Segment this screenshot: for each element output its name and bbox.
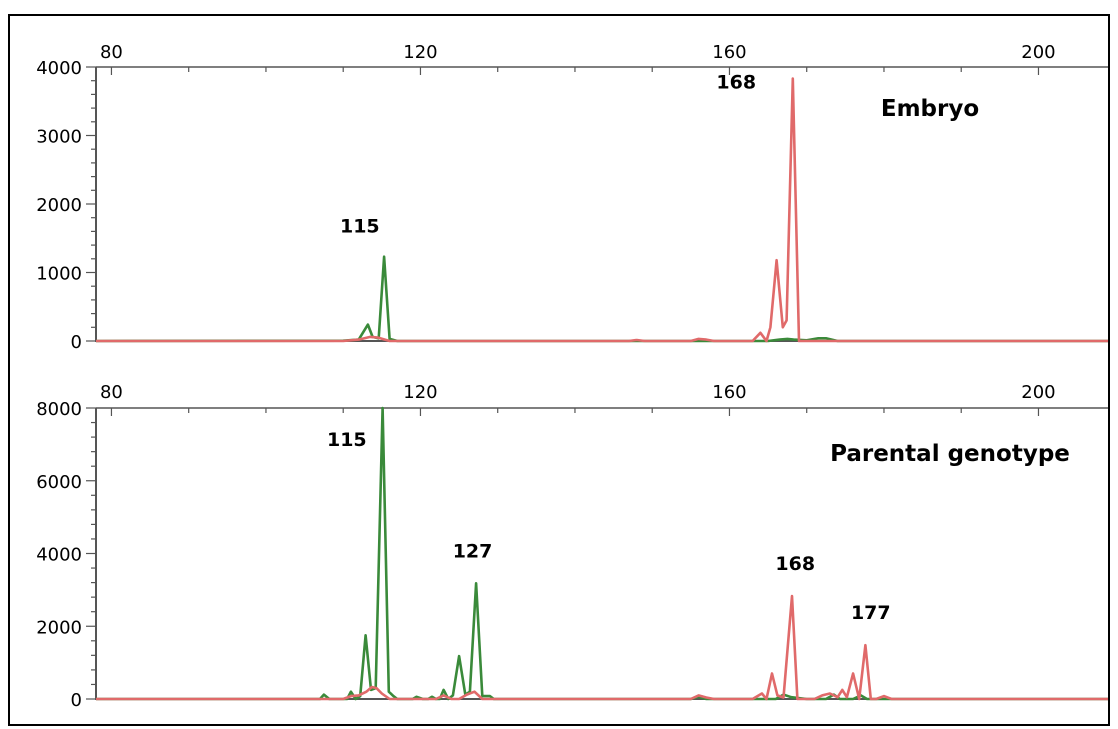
y-tick-label: 2000 (36, 195, 82, 216)
peak-label: 177 (851, 602, 891, 624)
peak-label: 115 (340, 216, 380, 238)
y-tick-label: 4000 (36, 545, 82, 566)
y-tick-label: 2000 (36, 617, 82, 638)
y-tick-label: 1000 (36, 264, 82, 285)
panel-title: Embryo (881, 96, 979, 122)
peak-label: 115 (327, 429, 367, 451)
y-tick-label: 4000 (36, 58, 82, 79)
panel-parental-genotype: Parental genotype 80 120 160 20002000400060… (36, 382, 1108, 711)
x-tick-label: 200 (1021, 382, 1055, 403)
panel-title: Parental genotype (830, 441, 1070, 467)
x-tick-label: 120 (403, 382, 437, 403)
panel-embryo: Embryo 80 120 160 2000100020003000400011516… (36, 42, 1108, 353)
peak-label: 127 (453, 540, 493, 562)
figure-border (8, 14, 1110, 726)
peak-label: 168 (716, 72, 756, 94)
peak-label: 168 (775, 553, 815, 575)
series-trace-red (96, 594, 1108, 701)
x-tick-label: 160 (712, 42, 746, 63)
x-tick-label: 80 (100, 382, 123, 403)
y-tick-label: 8000 (36, 399, 82, 420)
x-tick-label: 200 (1021, 42, 1055, 63)
y-tick-label: 0 (71, 332, 82, 353)
x-tick-label: 80 (100, 42, 123, 63)
series-trace-red (96, 77, 1108, 343)
x-tick-label: 160 (712, 382, 746, 403)
y-tick-label: 0 (71, 690, 82, 711)
y-tick-label: 3000 (36, 127, 82, 148)
x-tick-label: 120 (403, 42, 437, 63)
y-tick-label: 6000 (36, 472, 82, 493)
